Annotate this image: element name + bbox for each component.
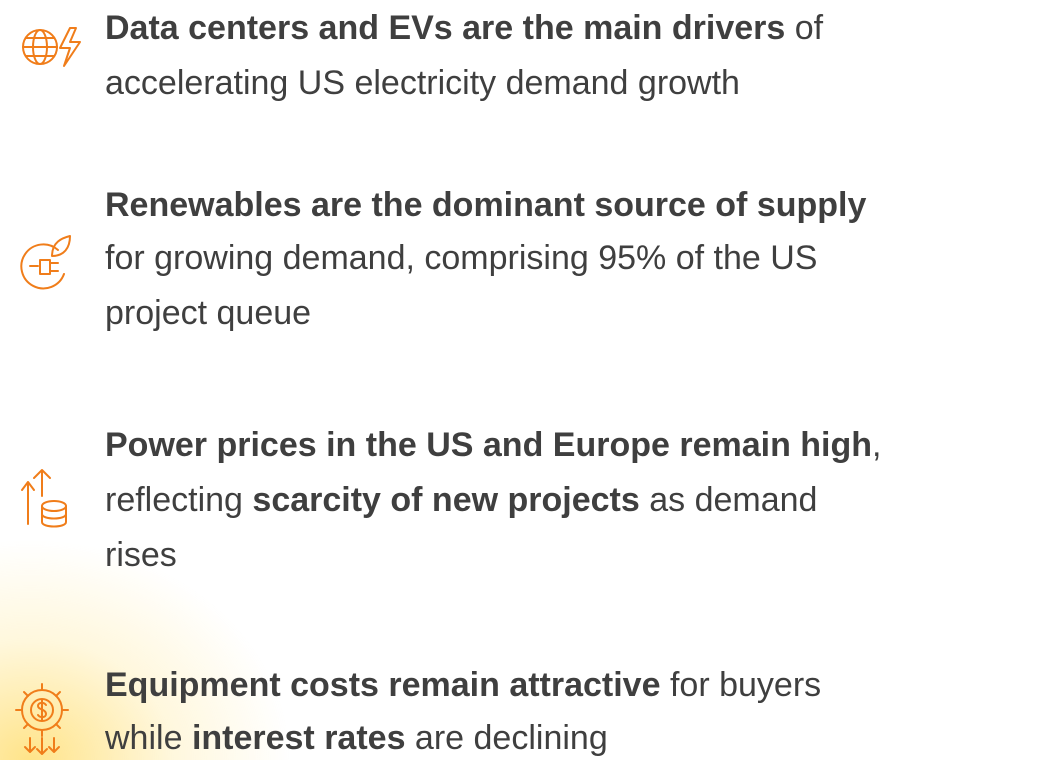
text-line: Equipment costs remain attractive for bu… <box>105 659 821 711</box>
text: for growing demand, comprising 95% of th… <box>105 239 818 277</box>
bold-text: Power prices in the US and Europe remain… <box>105 426 873 464</box>
text: accelerating US electricity demand growt… <box>105 64 740 102</box>
bold-text: interest rates <box>191 719 406 757</box>
text-line: Power prices in the US and Europe remain… <box>105 419 882 471</box>
text-line: rises <box>105 529 177 581</box>
text: while <box>105 719 192 757</box>
globe-lightning-icon <box>22 27 81 67</box>
text-line: Data centers and EVs are the main driver… <box>105 2 823 54</box>
text: are declining <box>405 719 608 757</box>
text-line: Renewables are the dominant source of su… <box>105 179 866 231</box>
bold-text: Renewables are the dominant source of su… <box>105 186 867 224</box>
bold-text: scarcity of new projects <box>252 481 640 519</box>
text-line: while interest rates are declining <box>105 712 608 764</box>
text: reflecting <box>105 481 253 519</box>
text: for buyers <box>660 666 822 704</box>
bold-text: Data centers and EVs are the main driver… <box>105 9 786 47</box>
renewable-plug-icon <box>20 235 71 290</box>
bold-text: Equipment costs remain attractive <box>105 666 661 704</box>
text: project queue <box>105 294 312 332</box>
gear-dollar-icon <box>15 683 69 755</box>
text: , <box>872 426 882 464</box>
text-line: project queue <box>105 287 311 339</box>
text-line: accelerating US electricity demand growt… <box>105 57 740 109</box>
text-line: for growing demand, comprising 95% of th… <box>105 232 817 284</box>
text: rises <box>105 536 177 574</box>
text: as demand <box>639 481 818 519</box>
text: of <box>785 9 824 47</box>
text-line: reflecting scarcity of new projects as d… <box>105 474 817 526</box>
price-rise-icon <box>21 469 67 528</box>
